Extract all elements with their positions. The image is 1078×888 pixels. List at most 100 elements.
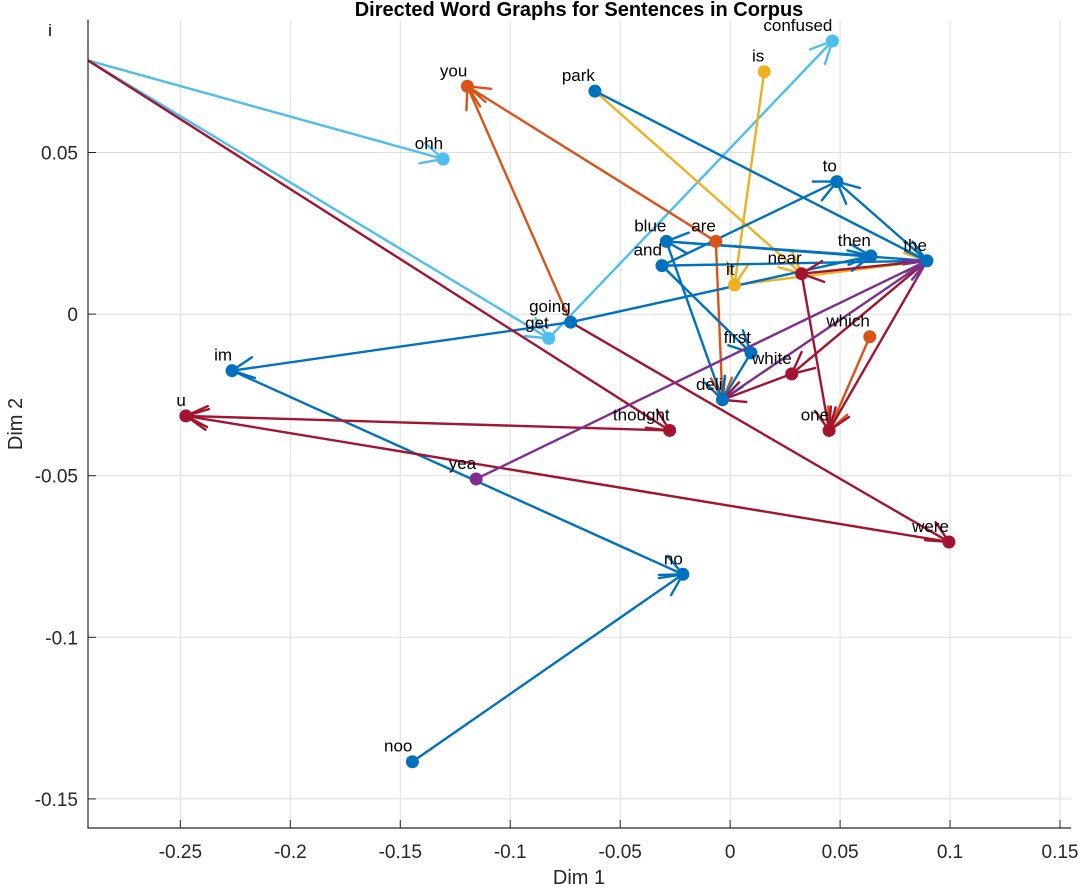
node-marker-yea <box>469 472 483 486</box>
node-labels-layer: i ohh get confused you are which is it park to blue… <box>48 16 949 756</box>
node-label-im: im <box>214 346 232 365</box>
node-label-to: to <box>823 157 837 176</box>
node-label-confused: confused <box>763 16 832 35</box>
edge-line <box>660 180 838 267</box>
edge-line <box>721 351 753 401</box>
plot-background <box>88 20 1071 828</box>
node-label-the: the <box>903 236 927 255</box>
edge-line <box>660 259 929 267</box>
y-tick-label: -0.05 <box>35 467 78 488</box>
node-label-ohh: ohh <box>415 134 443 153</box>
edge-line <box>474 259 929 481</box>
node-label-one: one <box>801 405 829 424</box>
node-marker-and <box>655 259 669 273</box>
node-label-no: no <box>664 549 683 568</box>
node-marker-first <box>744 346 758 360</box>
node-label-u: u <box>176 391 185 410</box>
node-label-blue: blue <box>634 216 666 235</box>
node-marker-which <box>863 330 877 344</box>
edge-line <box>88 59 445 161</box>
edge-line <box>790 259 929 376</box>
edge-line <box>466 85 572 324</box>
node-marker-the <box>920 254 934 268</box>
node-marker-ohh <box>436 152 450 166</box>
node-label-first: first <box>724 328 752 347</box>
node-marker-near <box>795 267 809 281</box>
node-label-it: it <box>726 260 735 279</box>
axis-ticks: -0.25 -0.2 -0.15 -0.1 -0.05 0 0.05 0.1 0.15 -0.15… <box>35 144 1078 863</box>
node-label-are: are <box>691 216 716 235</box>
x-tick-label: -0.05 <box>599 842 642 863</box>
node-label-deli: deli <box>696 375 722 394</box>
y-axis-label: Dim 2 <box>5 398 27 450</box>
edge-line <box>800 272 831 432</box>
x-tick-label: 0.1 <box>937 842 963 863</box>
node-marker-noo <box>405 755 419 769</box>
node-label-then: then <box>838 231 871 250</box>
x-tick-label: -0.15 <box>379 842 422 863</box>
nodes-layer <box>179 34 956 769</box>
edge-line <box>721 259 929 401</box>
edge-line <box>660 264 753 355</box>
edge-line <box>184 414 951 544</box>
edge-line <box>230 369 685 576</box>
x-tick-label: -0.1 <box>494 842 527 863</box>
node-label-were: were <box>911 517 949 536</box>
node-marker-thought <box>663 423 677 437</box>
node-label-you: you <box>440 61 467 80</box>
x-tick-label: -0.25 <box>159 842 202 863</box>
x-tick-label: 0 <box>725 842 736 863</box>
y-tick-label: 0.05 <box>41 144 78 165</box>
node-label-yea: yea <box>449 454 477 473</box>
x-tick-label: -0.2 <box>274 842 307 863</box>
edge-line <box>184 414 671 432</box>
node-label-and: and <box>634 241 662 260</box>
grid-lines <box>88 20 1071 828</box>
node-label-i: i <box>48 21 52 40</box>
edge-line <box>547 39 834 340</box>
node-label-near: near <box>768 249 802 268</box>
node-marker-white <box>785 367 799 381</box>
edge-line <box>593 89 803 275</box>
node-marker-it <box>728 278 742 292</box>
node-marker-get <box>542 331 556 345</box>
node-marker-to <box>830 175 844 189</box>
node-marker-then <box>864 249 878 263</box>
node-marker-park <box>588 84 602 98</box>
node-marker-is <box>757 65 771 79</box>
edge-line <box>466 85 718 243</box>
x-tick-label: 0.15 <box>1042 842 1078 863</box>
node-label-thought: thought <box>613 405 670 424</box>
node-label-is: is <box>752 47 764 66</box>
node-marker-no <box>676 567 690 581</box>
edge-line <box>721 372 793 401</box>
edge-line <box>665 240 724 401</box>
x-axis-label: Dim 1 <box>553 867 605 888</box>
node-label-noo: noo <box>384 737 412 756</box>
chart-title: Directed Word Graphs for Sentences in Co… <box>355 0 804 21</box>
node-marker-blue <box>659 234 673 248</box>
node-label-white: white <box>751 349 792 368</box>
edge-line <box>569 320 951 544</box>
edge-line <box>733 70 766 287</box>
node-marker-you <box>460 79 474 93</box>
edge-line <box>665 240 873 258</box>
node-marker-u <box>179 409 193 423</box>
edge-line <box>827 259 929 432</box>
node-marker-confused <box>825 34 839 48</box>
edge-line <box>411 573 685 763</box>
y-tick-label: 0 <box>67 305 78 326</box>
node-marker-were <box>942 535 956 549</box>
node-marker-going <box>564 315 578 329</box>
edge-line <box>569 254 873 324</box>
node-marker-deli <box>715 393 729 407</box>
edge-line <box>835 180 929 262</box>
edge-line <box>88 59 671 432</box>
y-tick-label: -0.15 <box>35 790 78 811</box>
edge-line <box>88 59 550 340</box>
edge-line <box>827 335 871 432</box>
node-marker-im <box>225 364 239 378</box>
node-marker-are <box>709 234 723 248</box>
node-marker-one <box>822 423 836 437</box>
node-label-park: park <box>562 66 596 85</box>
